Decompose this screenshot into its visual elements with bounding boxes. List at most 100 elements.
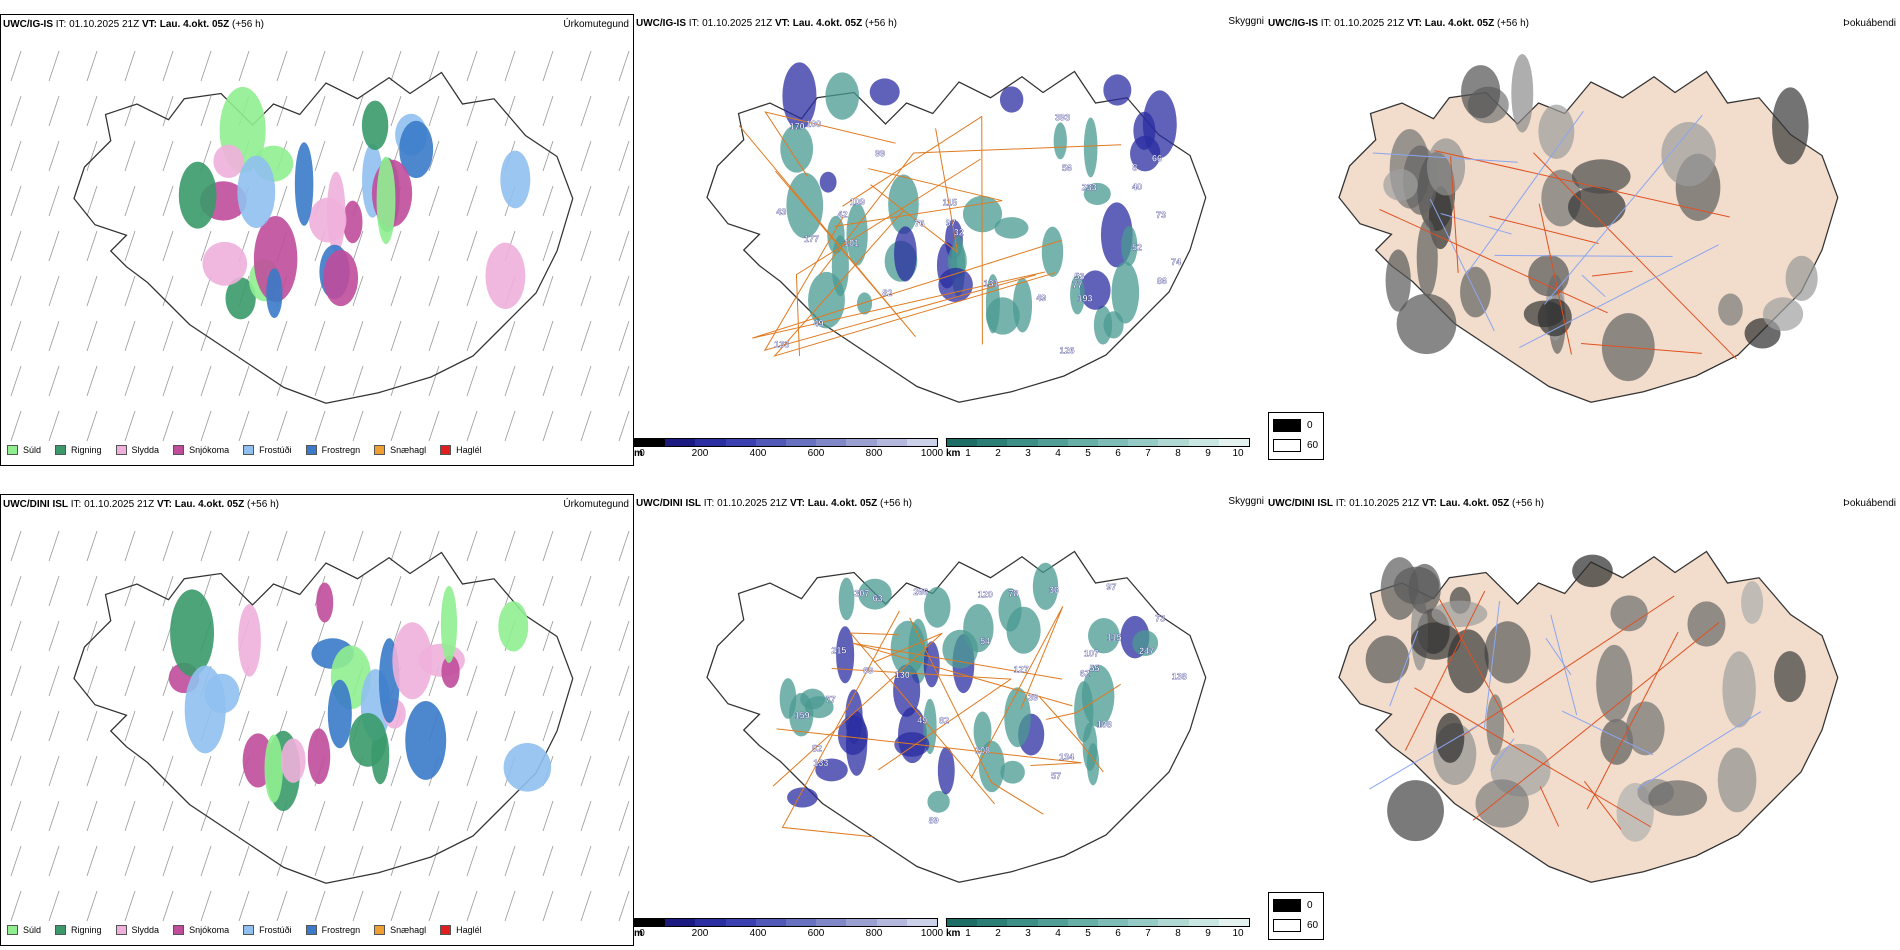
wind-barb bbox=[466, 275, 478, 307]
cloud-base-label: 108 bbox=[1097, 720, 1112, 730]
wind-barb bbox=[352, 530, 364, 562]
legend-swatch bbox=[440, 925, 452, 935]
colorbar-cell bbox=[1037, 919, 1068, 926]
wind-barb bbox=[238, 320, 250, 352]
road-line bbox=[1404, 590, 1486, 751]
fog-area bbox=[1785, 255, 1818, 302]
wind-barb bbox=[48, 275, 60, 307]
model-name: UWC/IG-IS bbox=[3, 19, 53, 30]
wind-barb bbox=[276, 845, 288, 877]
wind-barb bbox=[390, 755, 402, 787]
cloud-area bbox=[1103, 74, 1132, 106]
wind-barb bbox=[428, 140, 440, 172]
cloud-area bbox=[1079, 270, 1111, 310]
precip-area bbox=[202, 241, 248, 286]
wind-barb bbox=[580, 890, 592, 921]
cloud-base-label: 215 bbox=[831, 646, 846, 656]
wind-barb bbox=[428, 410, 440, 441]
wind-barb bbox=[162, 755, 174, 787]
wind-barb bbox=[542, 530, 554, 562]
colorbar-tick: 6 bbox=[1115, 448, 1121, 459]
wind-barb bbox=[124, 320, 136, 352]
cloud-area bbox=[1000, 760, 1025, 784]
cloud-area bbox=[869, 78, 900, 106]
road-line bbox=[870, 128, 959, 254]
wind-barb bbox=[618, 50, 630, 82]
precip-area bbox=[307, 728, 331, 785]
vt-label: VT: bbox=[141, 19, 157, 30]
wind-barb bbox=[466, 230, 478, 262]
precip-area bbox=[323, 249, 359, 307]
wind-barb bbox=[200, 530, 212, 562]
wind-barb bbox=[238, 800, 250, 832]
legend-swatch bbox=[173, 445, 185, 455]
river-line bbox=[1466, 110, 1584, 275]
lead-time: (+56 h) bbox=[865, 18, 897, 29]
cloud-base-label: 57 bbox=[1051, 771, 1061, 781]
cloud-base-ticks: 0 200 400 600 800 1000 bbox=[639, 928, 943, 940]
colorbar-tick: 1000 bbox=[920, 448, 944, 459]
wind-barb bbox=[162, 845, 174, 877]
cloud-base-label: 159 bbox=[795, 710, 810, 720]
colorbar-cell bbox=[947, 439, 978, 446]
precip-area bbox=[184, 665, 226, 754]
wind-barb bbox=[276, 620, 288, 652]
river-line bbox=[1545, 637, 1572, 676]
wind-barb bbox=[352, 890, 364, 921]
road-line bbox=[772, 632, 943, 787]
wind-barb bbox=[200, 275, 212, 307]
cloud-area bbox=[1032, 562, 1059, 610]
cloud-area bbox=[942, 629, 978, 669]
wind-barb bbox=[390, 800, 402, 832]
cloud-base-unit: m bbox=[634, 928, 643, 939]
wind-barb bbox=[542, 320, 554, 352]
wind-barb bbox=[580, 710, 592, 742]
model-name: UWC/IG-IS bbox=[636, 18, 686, 29]
cloud-base-label: 97 bbox=[1106, 582, 1116, 592]
wind-barb bbox=[542, 365, 554, 397]
cloud-area bbox=[923, 586, 951, 628]
cloud-base-label: 266 bbox=[913, 587, 928, 597]
road-line bbox=[1538, 203, 1572, 355]
fog-area bbox=[1484, 621, 1531, 684]
road-line bbox=[852, 642, 1073, 707]
cloud-area bbox=[1074, 681, 1094, 743]
precip-area bbox=[237, 155, 276, 228]
wind-barb bbox=[200, 230, 212, 262]
road-line bbox=[1039, 696, 1104, 773]
wind-barb bbox=[504, 710, 516, 742]
road-line bbox=[781, 610, 900, 838]
vt-value: Lau. 4.okt. 05Z bbox=[792, 18, 863, 29]
cloud-area bbox=[815, 758, 848, 782]
colorbar-cell bbox=[635, 439, 666, 446]
wind-barb bbox=[466, 140, 478, 172]
it-label: IT: bbox=[1320, 18, 1332, 29]
road-line bbox=[842, 115, 983, 345]
legend-label: Slydda bbox=[131, 445, 160, 455]
wind-barb bbox=[580, 365, 592, 397]
wind-barb bbox=[10, 410, 22, 441]
legend-swatch bbox=[7, 445, 18, 455]
wind-barb bbox=[10, 800, 22, 832]
precip-area bbox=[485, 242, 526, 310]
wind-barb bbox=[86, 800, 98, 832]
wind-barb bbox=[428, 890, 440, 921]
colorbar-tick: 10 bbox=[1232, 928, 1244, 939]
cloud-base-label: 130 bbox=[895, 670, 910, 680]
wind-barb bbox=[162, 710, 174, 742]
precip-area bbox=[253, 215, 298, 303]
colorbar-tick: 5 bbox=[1085, 448, 1091, 459]
wind-barb bbox=[618, 710, 630, 742]
wind-barb bbox=[86, 665, 98, 697]
cloud-area bbox=[819, 171, 837, 193]
cloud-area bbox=[1083, 117, 1098, 178]
cloud-base-colorbar bbox=[634, 438, 938, 447]
fog-area bbox=[1396, 293, 1457, 355]
wind-barb bbox=[162, 320, 174, 352]
wind-barb bbox=[124, 275, 136, 307]
wind-barb bbox=[504, 410, 516, 441]
precip-area bbox=[316, 582, 334, 623]
wind-barb bbox=[238, 890, 250, 921]
fog-area bbox=[1661, 122, 1717, 187]
precip-area bbox=[405, 700, 447, 780]
